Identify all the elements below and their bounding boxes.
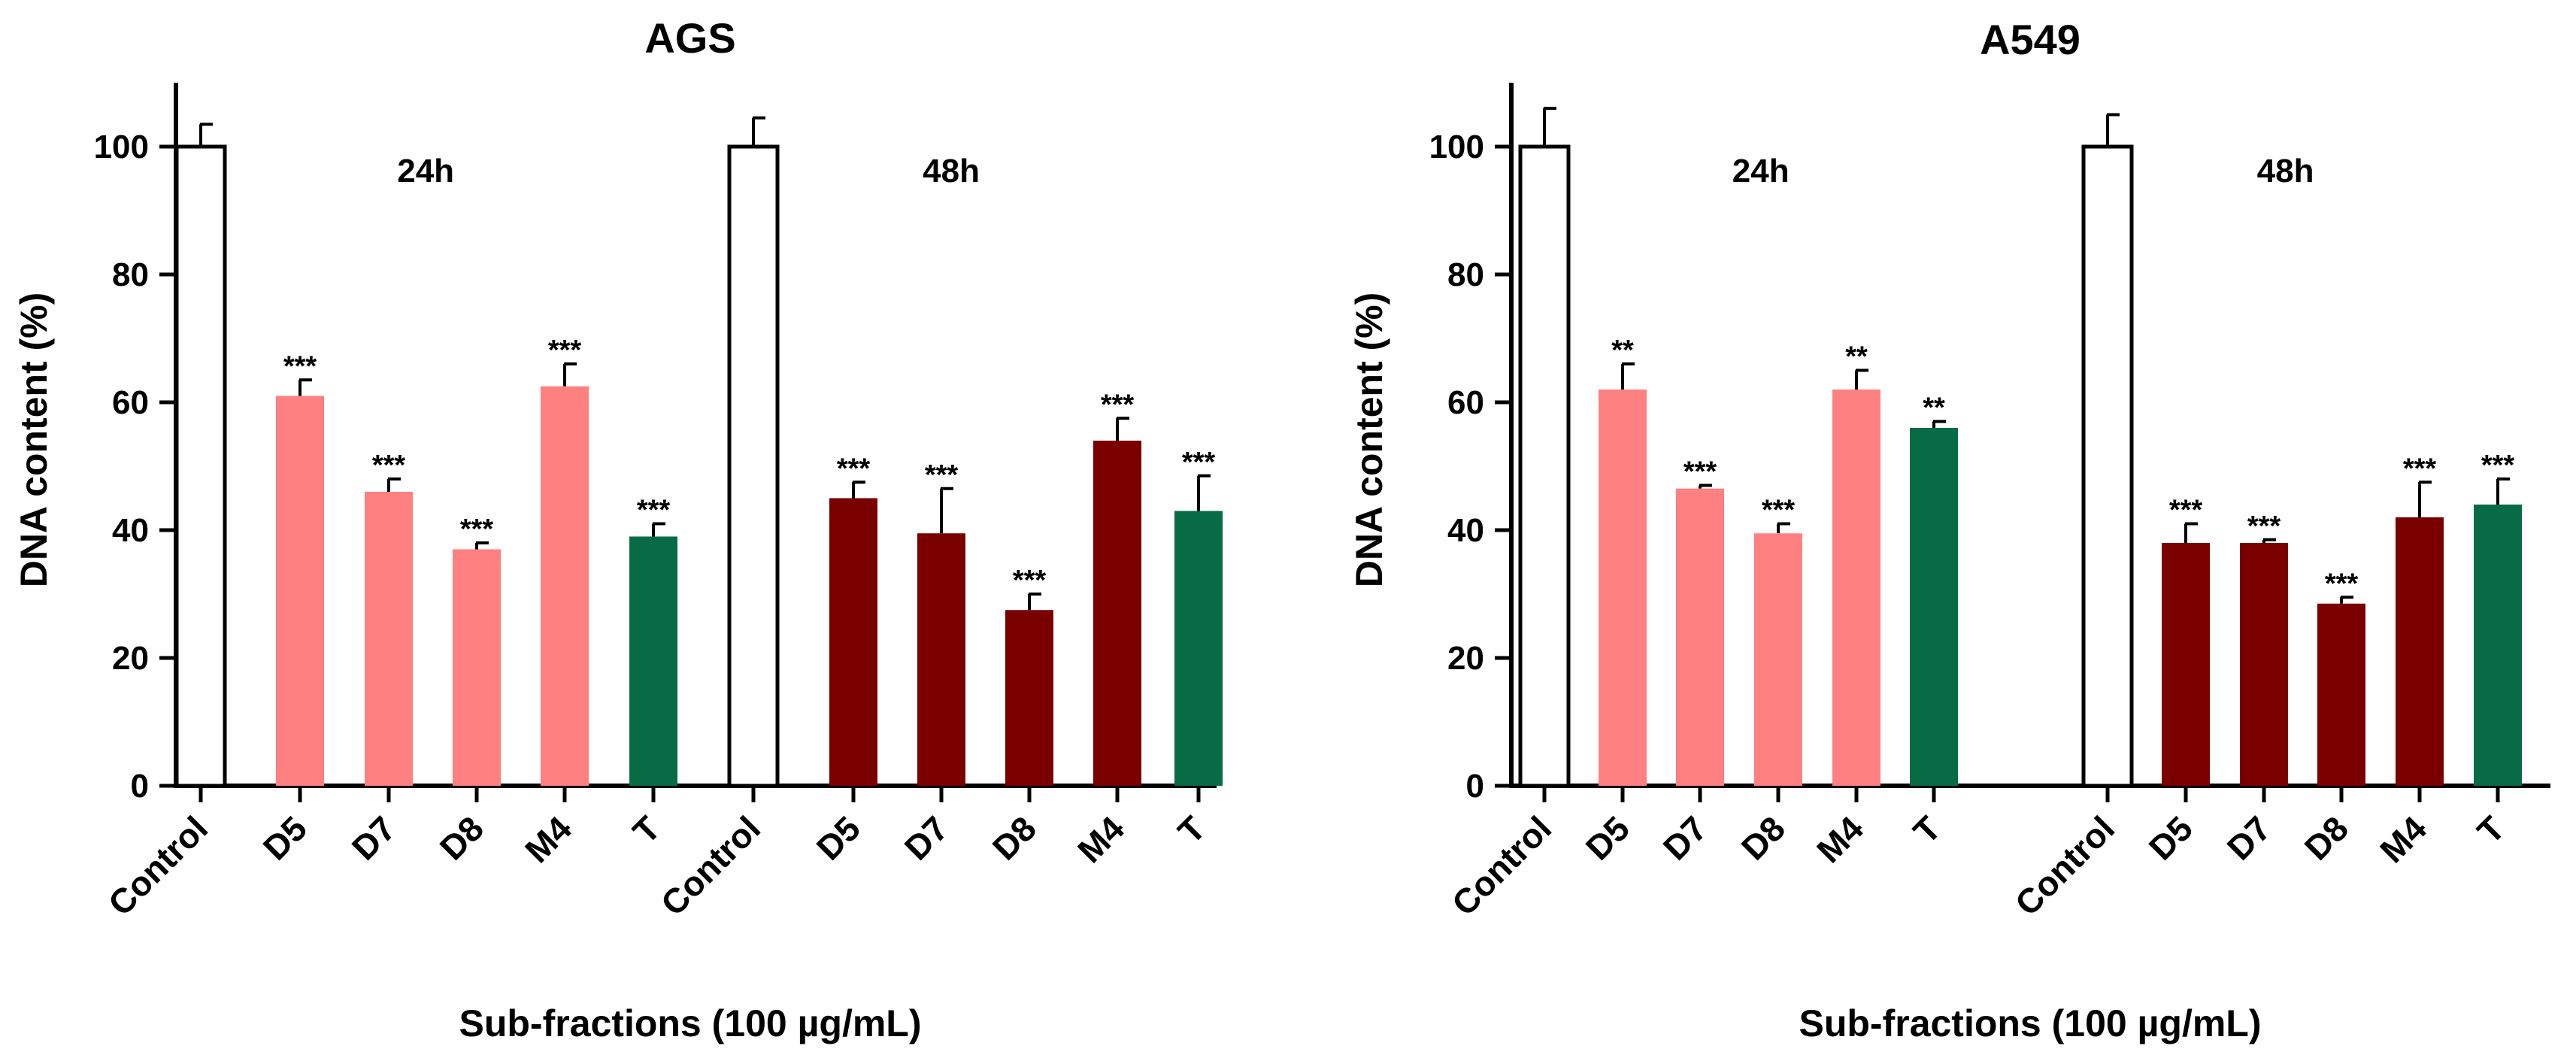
bar-d8 [453, 549, 501, 786]
significance-label: *** [2169, 495, 2203, 526]
significance-label: *** [548, 335, 582, 366]
chart-title-a549: A549 [1980, 16, 2080, 63]
bar-d5 [1599, 390, 1647, 786]
bar-d7 [1676, 488, 1724, 786]
bar-d7 [2240, 543, 2288, 786]
chart-title-ags: AGS [644, 14, 735, 62]
y-tick-label: 0 [1466, 768, 1484, 805]
y-tick-label: 60 [112, 384, 149, 421]
y-tick-label: 80 [1447, 256, 1484, 293]
bar-d7 [917, 533, 965, 786]
y-tick-label: 20 [1447, 640, 1484, 677]
y-tick-label: 20 [112, 640, 149, 677]
significance-label: ** [1845, 341, 1868, 373]
bar-control [1518, 144, 1571, 788]
bar-control [174, 144, 227, 788]
y-tick-label: 40 [1447, 512, 1484, 549]
significance-label: *** [2247, 511, 2281, 542]
significance-label: *** [283, 350, 317, 382]
bar-t [1910, 428, 1958, 786]
x-axis-label-a549: Sub-fractions (100 µg/mL) [1799, 1002, 2262, 1044]
y-tick-label: 80 [112, 256, 149, 293]
bar-d5 [829, 498, 877, 786]
bar-d7 [365, 492, 413, 786]
bar-m4 [541, 386, 589, 786]
y-axis-label-a549: DNA content (%) [1348, 293, 1390, 588]
significance-label: *** [925, 459, 959, 491]
significance-label: *** [1101, 389, 1135, 420]
y-tick-label: 0 [131, 768, 149, 805]
bar-m4 [2396, 517, 2444, 786]
y-tick-label: 100 [1429, 129, 1484, 165]
bar-control [2081, 144, 2134, 788]
bar-d8 [1754, 533, 1802, 786]
x-axis-label-ags: Sub-fractions (100 µg/mL) [459, 1002, 922, 1044]
significance-label: ** [1923, 393, 1945, 424]
significance-label: *** [1182, 447, 1216, 478]
significance-label: ** [1611, 335, 1634, 366]
significance-label: *** [1013, 565, 1047, 596]
significance-label: *** [837, 453, 871, 484]
significance-label: *** [2403, 453, 2437, 484]
bar-d5 [2162, 543, 2210, 786]
significance-label: *** [372, 450, 406, 481]
significance-label: *** [2325, 568, 2359, 599]
group-label: 48h [923, 153, 980, 189]
bar-control [727, 144, 780, 788]
y-tick-label: 100 [94, 129, 149, 165]
group-label: 24h [1732, 153, 1790, 189]
bar-d5 [276, 396, 324, 786]
significance-label: *** [637, 495, 671, 526]
bar-t [2474, 505, 2522, 786]
significance-label: *** [2481, 450, 2515, 481]
bar-m4 [1093, 441, 1141, 786]
group-label: 48h [2257, 153, 2314, 189]
significance-label: *** [460, 514, 494, 545]
significance-label: *** [1683, 456, 1717, 488]
y-tick-label: 40 [112, 512, 149, 549]
bar-d8 [2317, 603, 2365, 786]
group-label: 24h [397, 153, 454, 189]
bar-d8 [1005, 610, 1053, 786]
bar-m4 [1832, 390, 1880, 786]
bar-t [1174, 511, 1223, 786]
y-tick-label: 60 [1447, 384, 1484, 421]
bar-t [629, 536, 677, 786]
y-axis-label-ags: DNA content (%) [13, 293, 55, 588]
significance-label: *** [1762, 495, 1796, 526]
